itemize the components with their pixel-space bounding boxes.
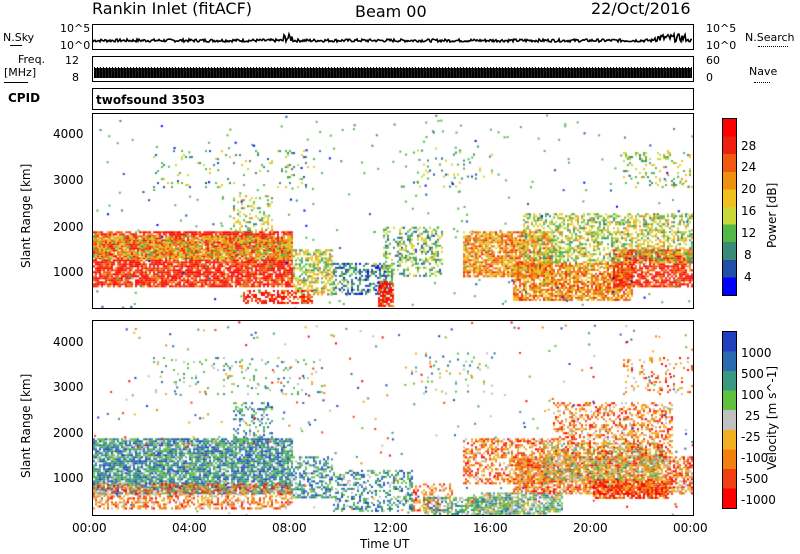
power-ytick-4000: 4000 bbox=[53, 127, 84, 141]
freq-unit: [MHz] bbox=[4, 66, 37, 79]
freq-tick-bottom: 8 bbox=[72, 71, 79, 84]
nsearch-legend-line bbox=[758, 46, 788, 47]
xtick-0000: 00:00 bbox=[72, 521, 107, 535]
vel-cbar-tick-m25: -25 bbox=[741, 430, 761, 444]
velocity-cbar-label: Velocity [m s^-1] bbox=[765, 365, 779, 470]
beam-title: Beam 00 bbox=[355, 2, 427, 21]
date-title: 22/Oct/2016 bbox=[591, 0, 691, 18]
cpid-label: CPID bbox=[8, 91, 41, 105]
power-cbar-tick-4: 4 bbox=[744, 270, 752, 284]
noise-panel bbox=[92, 24, 694, 50]
vel-cbar-tick-m1000: -1000 bbox=[741, 493, 776, 507]
station-title: Rankin Inlet (fitACF) bbox=[92, 0, 253, 18]
velocity-heatmap bbox=[93, 321, 693, 515]
cpid-value: twofsound 3503 bbox=[96, 93, 205, 107]
power-cbar-tick-12: 12 bbox=[741, 226, 757, 240]
xtick-2400: 00:00 bbox=[673, 521, 708, 535]
vel-cbar-tick-m100: -100 bbox=[741, 451, 769, 465]
nsky-legend-line bbox=[10, 45, 22, 46]
vel-cbar-tick-1000: 1000 bbox=[741, 346, 772, 360]
nave-tick-top: 60 bbox=[706, 54, 720, 67]
power-cbar-tick-28: 28 bbox=[741, 139, 757, 153]
velocity-colorbar bbox=[722, 331, 737, 509]
vel-cbar-tick-m500: -500 bbox=[741, 472, 769, 486]
power-cbar-tick-24: 24 bbox=[741, 160, 757, 174]
power-ytick-1000: 1000 bbox=[53, 265, 84, 279]
power-cbar-tick-8: 8 bbox=[744, 248, 752, 262]
noise-tick-left-bottom: 10^0 bbox=[60, 39, 91, 52]
power-colorbar bbox=[722, 118, 737, 296]
power-cbar-tick-20: 20 bbox=[741, 182, 757, 196]
nave-legend-line bbox=[754, 82, 770, 83]
xtick-1600: 16:00 bbox=[473, 521, 508, 535]
vel-ytick-2000: 2000 bbox=[53, 426, 84, 440]
nave-trace bbox=[94, 67, 692, 68]
nave-tick-bottom: 0 bbox=[706, 71, 713, 84]
freq-panel bbox=[92, 56, 694, 82]
vel-ytick-3000: 3000 bbox=[53, 380, 84, 394]
noise-tick-right-bottom: 10^0 bbox=[706, 39, 737, 52]
freq-tick-top: 12 bbox=[65, 54, 79, 67]
velocity-panel bbox=[92, 320, 694, 516]
freq-trace bbox=[94, 68, 692, 78]
vel-ytick-1000: 1000 bbox=[53, 471, 84, 485]
nsearch-label: N.Search bbox=[745, 31, 795, 44]
noise-trace bbox=[93, 31, 693, 45]
vel-ytick-4000: 4000 bbox=[53, 335, 84, 349]
xtick-2000: 20:00 bbox=[573, 521, 608, 535]
noise-tick-left-top: 10^5 bbox=[60, 22, 91, 35]
power-ylabel: Slant Range [km] bbox=[19, 163, 33, 268]
power-cbar-label: Power [dB] bbox=[765, 182, 779, 248]
vel-cbar-tick-25: 25 bbox=[745, 409, 761, 423]
xtick-1200: 12:00 bbox=[373, 521, 408, 535]
velocity-ylabel: Slant Range [km] bbox=[19, 373, 33, 478]
power-cbar-tick-16: 16 bbox=[741, 204, 757, 218]
vel-cbar-tick-500: 500 bbox=[741, 367, 764, 381]
power-heatmap bbox=[93, 114, 693, 308]
nsky-label: N.Sky bbox=[3, 31, 35, 44]
nave-label: Nave bbox=[749, 65, 778, 78]
cpid-panel: twofsound 3503 bbox=[92, 88, 694, 110]
power-panel bbox=[92, 113, 694, 309]
freq-legend-line bbox=[4, 82, 28, 83]
xtick-0400: 04:00 bbox=[172, 521, 207, 535]
noise-tick-right-top: 10^5 bbox=[706, 22, 737, 35]
power-ytick-3000: 3000 bbox=[53, 173, 84, 187]
power-ytick-2000: 2000 bbox=[53, 220, 84, 234]
freq-label: Freq. bbox=[18, 53, 46, 66]
vel-cbar-tick-100: 100 bbox=[741, 388, 764, 402]
xlabel: Time UT bbox=[360, 537, 410, 551]
xtick-0800: 08:00 bbox=[272, 521, 307, 535]
